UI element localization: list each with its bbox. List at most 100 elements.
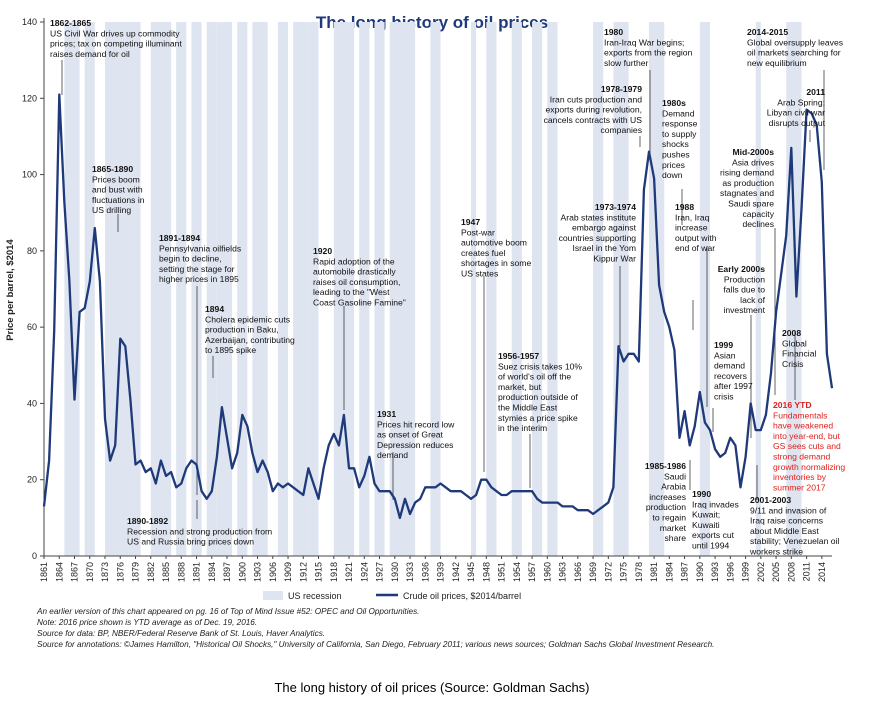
annotation-year: 1980s — [662, 98, 686, 108]
note-line: Note: 2016 price shown is YTD average as… — [37, 618, 257, 627]
x-tick-label: 1882 — [146, 562, 156, 582]
annotation-text: prices — [662, 160, 685, 170]
y-tick-label: 0 — [32, 551, 37, 561]
recession-band — [613, 22, 629, 556]
x-tick-label: 1942 — [451, 562, 461, 582]
annotation-text: Azerbaijan, contributing — [205, 335, 295, 345]
recession-band — [359, 22, 370, 556]
x-tick-label: 1864 — [54, 562, 64, 582]
annotation-text: down — [662, 170, 683, 180]
annotation-text: output with — [675, 233, 717, 243]
annotation-year: Mid-2000s — [732, 147, 774, 157]
x-tick-label: 1861 — [39, 562, 49, 582]
x-tick-label: 1948 — [481, 562, 491, 582]
annotation-text: stability; Venezuelan oil — [750, 536, 839, 546]
recession-band — [252, 22, 268, 556]
recession-band — [532, 22, 543, 556]
annotation-text: into year-end, but — [773, 431, 840, 441]
x-tick-label: 1885 — [161, 562, 171, 582]
series-layer — [42, 93, 834, 520]
x-tick-label: 1867 — [70, 562, 80, 582]
annotation-year: 1865-1890 — [92, 164, 133, 174]
recession-band — [389, 22, 416, 556]
legend-recession-label: US recession — [288, 591, 342, 601]
x-tick-label: 1939 — [436, 562, 446, 582]
recession-band — [237, 22, 248, 556]
recession-band — [699, 22, 710, 556]
x-tick-label: 1903 — [253, 562, 263, 582]
annotation-text: Coast Gasoline Famine" — [313, 298, 406, 308]
recession-band — [547, 22, 558, 556]
note-line: Source for annotations: ©James Hamilton,… — [37, 640, 714, 649]
x-tick-label: 1954 — [512, 562, 522, 582]
annotation-year: 1891-1894 — [159, 233, 200, 243]
annotation-text: about Middle East — [750, 526, 819, 536]
annotation-year: 2011 — [806, 87, 825, 97]
annotation-text: setting the stage for — [159, 264, 235, 274]
x-tick-label: 1945 — [466, 562, 476, 582]
x-tick-label: 1918 — [329, 562, 339, 582]
annotation-text: end of war — [675, 243, 715, 253]
y-tick-label: 40 — [27, 398, 37, 408]
annotation-text: Arabia — [661, 482, 686, 492]
annotation-text: Arab states institute — [561, 212, 637, 222]
annotation-text: raises oil consumption, — [313, 277, 400, 287]
x-tick-label: 1900 — [237, 562, 247, 582]
annotation-text: increase — [675, 223, 708, 233]
x-tick-label: 2008 — [786, 562, 796, 582]
annotation-text: Asian — [714, 350, 736, 360]
annotation-text: US and Russia bring prices down — [127, 537, 254, 547]
annotation-text: Iraq invades — [692, 499, 739, 509]
x-tick-label: 1927 — [375, 562, 385, 582]
annotation-text: Iran cuts production and — [550, 94, 642, 104]
annotation-text: slow further — [604, 58, 649, 68]
annotation-text: stymies a price spike — [498, 413, 578, 423]
recession-bands — [64, 22, 802, 556]
annotation-text: strong demand — [773, 452, 831, 462]
annotation-text: have weakened — [773, 421, 833, 431]
annotation-text: demand — [714, 361, 745, 371]
annotation-text: inventories by — [773, 472, 827, 482]
x-tick-label: 1963 — [558, 562, 568, 582]
y-tick-label: 20 — [27, 475, 37, 485]
x-tick-label: 2011 — [802, 562, 812, 581]
annotation-text: Kuwait; — [692, 510, 720, 520]
x-tick-label: 1957 — [527, 562, 537, 582]
recession-band — [191, 22, 202, 556]
y-tick-label: 120 — [22, 93, 37, 103]
recession-band — [333, 22, 344, 556]
annotation-year: 1894 — [205, 304, 224, 314]
recession-band — [648, 22, 655, 556]
x-tick-label: 1999 — [741, 562, 751, 582]
annotation-year: 2016 YTD — [773, 400, 812, 410]
recession-band — [471, 22, 477, 556]
x-tick-label: 1930 — [390, 562, 400, 582]
recession-band — [105, 22, 141, 556]
x-tick-label: 1915 — [314, 562, 324, 582]
annotation-text: Iran-Iraq War begins; — [604, 37, 684, 47]
recession-band — [486, 22, 497, 556]
annotation-text: Global — [782, 338, 807, 348]
annotation-text: Fundamentals — [773, 410, 827, 420]
recession-band — [216, 22, 233, 556]
annotation-text: lack of — [740, 295, 765, 305]
annotation-text: summer 2017 — [773, 482, 826, 492]
x-tick-label: 1951 — [497, 562, 507, 582]
y-tick-label: 140 — [22, 17, 37, 27]
annotation-text: US states — [461, 269, 498, 279]
note-line: An earlier version of this chart appeare… — [36, 607, 419, 616]
x-tick-label: 1993 — [710, 562, 720, 582]
x-tick-label: 1906 — [268, 562, 278, 582]
annotation-text: countries supporting — [559, 233, 637, 243]
x-tick-label: 1984 — [664, 562, 674, 582]
recession-band — [84, 22, 95, 556]
